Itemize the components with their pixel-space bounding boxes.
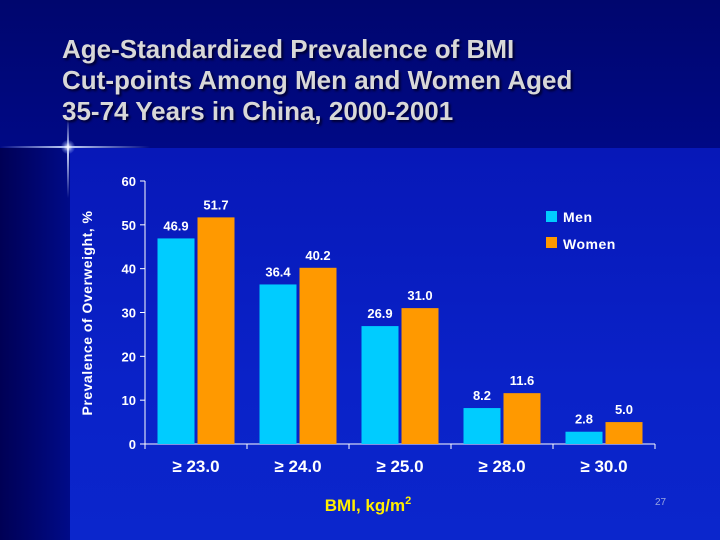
category-label: ≥ 30.0 xyxy=(580,457,627,476)
y-tick-label: 0 xyxy=(129,437,136,452)
y-axis-ticks: 0 10 20 30 40 50 60 xyxy=(122,174,145,452)
legend-label-women: Women xyxy=(563,236,616,252)
y-tick-label: 40 xyxy=(122,262,136,277)
category-label: ≥ 28.0 xyxy=(478,457,525,476)
category-label: ≥ 24.0 xyxy=(274,457,321,476)
slide-number: 27 xyxy=(655,497,667,508)
legend: Men Women xyxy=(546,209,616,252)
data-label-men: 8.2 xyxy=(473,388,491,403)
light-flare-horizontal xyxy=(0,146,150,148)
bar-women xyxy=(401,308,439,444)
data-labels: 46.9 51.7 36.4 40.2 26.9 31.0 8.2 11.6 2.8 5.0 xyxy=(163,197,633,426)
y-tick-label: 10 xyxy=(122,393,136,408)
title-line-2: Cut-points Among Men and Women Aged xyxy=(62,65,573,95)
data-label-women: 40.2 xyxy=(305,248,330,263)
x-axis-ticks xyxy=(144,444,656,449)
x-axis-title-text: BMI, kg/m xyxy=(325,496,405,515)
bar-women xyxy=(197,217,235,444)
data-label-men: 26.9 xyxy=(367,306,392,321)
left-band xyxy=(0,148,70,540)
bar-men xyxy=(157,238,195,444)
bar-women xyxy=(503,393,541,444)
bar-men xyxy=(565,431,603,444)
bar-series xyxy=(157,217,643,444)
data-label-men: 2.8 xyxy=(575,412,593,427)
light-flare-vertical xyxy=(67,118,69,198)
x-axis-title: BMI, kg/m2 xyxy=(325,495,411,515)
slide-title: Age-Standardized Prevalence of BMI Cut-p… xyxy=(62,34,682,127)
y-tick-label: 60 xyxy=(122,174,136,189)
y-tick-label: 50 xyxy=(122,218,136,233)
bar-men xyxy=(361,326,399,444)
category-labels: ≥ 23.0 ≥ 24.0 ≥ 25.0 ≥ 28.0 ≥ 30.0 xyxy=(172,457,627,476)
bar-women xyxy=(299,267,337,444)
legend-swatch-men xyxy=(546,211,557,222)
bar-men xyxy=(463,408,501,444)
legend-label-men: Men xyxy=(563,209,593,225)
y-axis-title: Prevalence of Overweight, % xyxy=(79,210,95,415)
y-tick-label: 20 xyxy=(122,349,136,364)
data-label-women: 51.7 xyxy=(203,197,228,212)
data-label-men: 36.4 xyxy=(265,264,291,279)
y-tick-label: 30 xyxy=(122,306,136,321)
category-label: ≥ 23.0 xyxy=(172,457,219,476)
x-axis-title-superscript: 2 xyxy=(405,495,411,507)
title-line-1: Age-Standardized Prevalence of BMI xyxy=(62,34,515,64)
data-label-men: 46.9 xyxy=(163,218,188,233)
title-line-3: 35-74 Years in China, 2000-2001 xyxy=(62,96,454,126)
data-label-women: 11.6 xyxy=(510,373,535,388)
legend-swatch-women xyxy=(546,237,557,248)
data-label-women: 31.0 xyxy=(407,288,432,303)
bar-women xyxy=(605,422,643,444)
category-label: ≥ 25.0 xyxy=(376,457,423,476)
bar-men xyxy=(259,284,297,444)
data-label-women: 5.0 xyxy=(615,402,633,417)
light-flare-core xyxy=(61,140,75,154)
